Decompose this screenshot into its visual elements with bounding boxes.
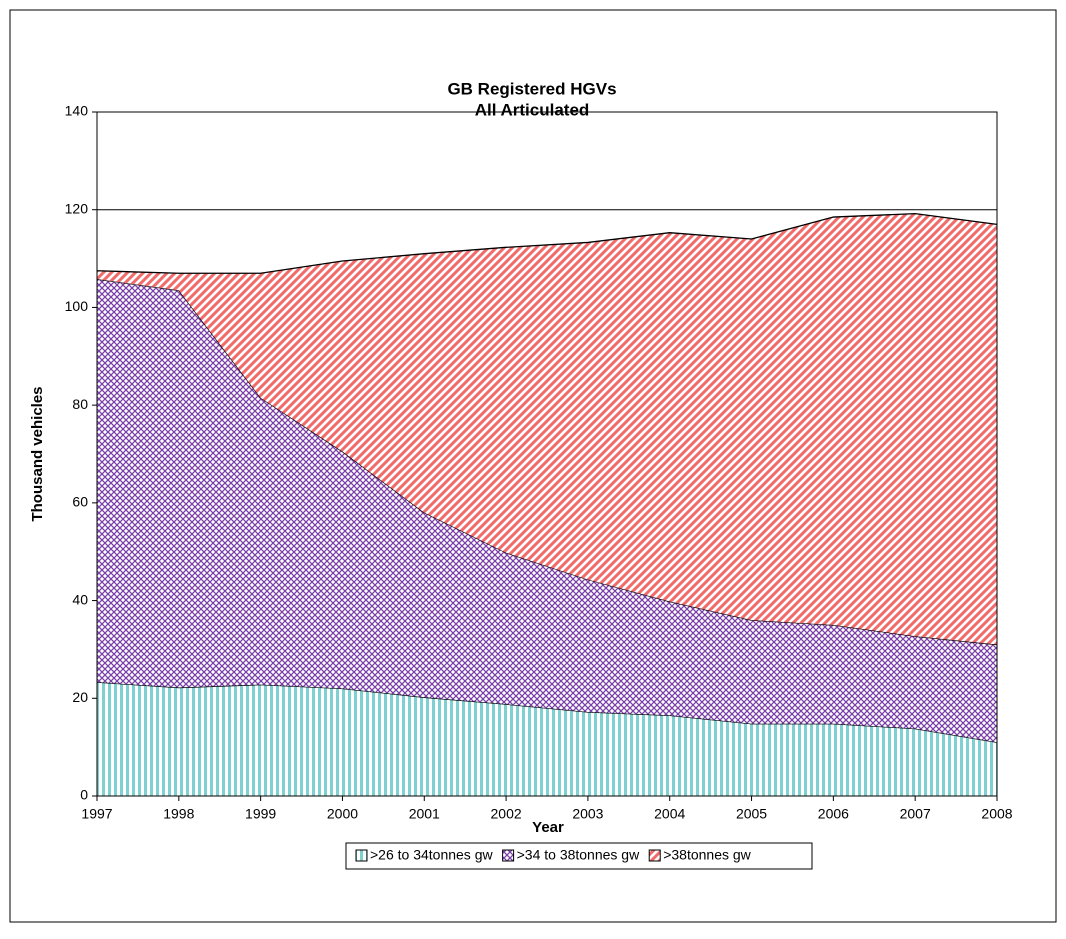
y-tick-label: 0 — [80, 787, 88, 803]
x-tick-label: 2003 — [572, 806, 603, 822]
x-tick-label: 1999 — [245, 806, 276, 822]
area — [97, 213, 997, 645]
legend-swatch — [502, 849, 515, 862]
x-tick-label: 2007 — [900, 806, 931, 822]
legend-swatch — [355, 849, 368, 862]
y-tick-label: 100 — [65, 298, 89, 314]
y-tick-label: 140 — [65, 103, 89, 119]
x-tick-label: 2008 — [981, 806, 1012, 822]
x-tick-label: 2000 — [327, 806, 358, 822]
x-tick-label: 2001 — [409, 806, 440, 822]
x-tick-label: 1997 — [81, 806, 112, 822]
y-tick-label: 40 — [72, 591, 88, 607]
chart-title: GB Registered HGVs — [447, 79, 616, 98]
area — [97, 279, 997, 743]
x-tick-label: 2005 — [736, 806, 767, 822]
legend-label: >38tonnes gw — [663, 847, 751, 863]
x-tick-label: 2002 — [491, 806, 522, 822]
plot-border — [96, 111, 998, 797]
legend-swatch — [648, 849, 661, 862]
y-tick-label: 20 — [72, 689, 88, 705]
chart-subtitle: All Articulated — [475, 100, 590, 119]
x-tick-label: 2006 — [818, 806, 849, 822]
area-outline — [96, 212, 998, 274]
legend: >26 to 34tonnes gw >34 to 38tonnes gw >38t… — [355, 847, 752, 863]
y-tick-label: 80 — [72, 396, 88, 412]
legend-label: >34 to 38tonnes gw — [517, 847, 640, 863]
legend-box — [345, 842, 813, 870]
axes: 0 20 40 60 80 100 120 140 1997 1998 1999 2000 2001 20… — [65, 103, 1013, 822]
x-tick-label: 1998 — [163, 806, 194, 822]
y-tick-label: 60 — [72, 494, 88, 510]
area — [97, 682, 997, 796]
y-axis-label: Thousand vehicles — [29, 386, 46, 521]
x-tick-label: 2004 — [654, 806, 685, 822]
x-axis-label: Year — [532, 819, 564, 836]
legend-label: >26 to 34tonnes gw — [370, 847, 493, 863]
areas — [96, 212, 998, 796]
y-tick-label: 120 — [65, 200, 89, 216]
